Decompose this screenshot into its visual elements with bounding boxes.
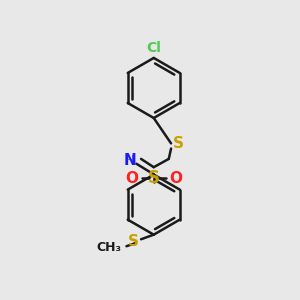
Text: O: O bbox=[125, 171, 138, 186]
Text: N: N bbox=[124, 152, 136, 167]
Text: O: O bbox=[169, 171, 182, 186]
Text: S: S bbox=[172, 136, 184, 151]
Text: CH₃: CH₃ bbox=[96, 241, 122, 254]
Text: S: S bbox=[128, 234, 139, 249]
Text: Cl: Cl bbox=[146, 41, 161, 55]
Text: H: H bbox=[125, 154, 134, 166]
Text: S: S bbox=[148, 169, 160, 187]
